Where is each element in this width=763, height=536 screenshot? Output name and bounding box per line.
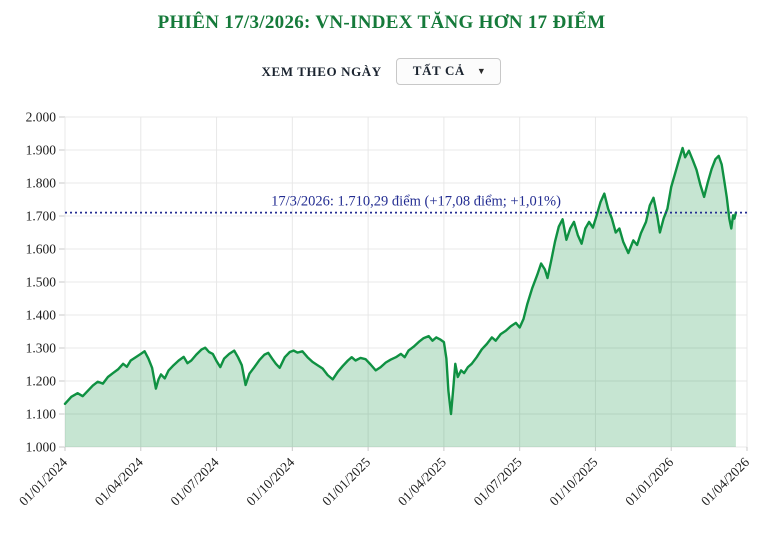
y-axis-label: 2.000 (26, 110, 57, 125)
y-axis-label: 1.200 (26, 374, 57, 389)
series-line (63, 146, 738, 416)
x-axis-label: 01/10/2024 (243, 454, 297, 508)
y-axis-label: 1.500 (26, 275, 57, 290)
y-axis-label: 1.800 (26, 176, 57, 191)
current-value-annotation: 17/3/2026: 1.710,29 điểm (+17,08 điểm; +… (271, 194, 561, 210)
x-axis-label: 01/04/2025 (395, 454, 449, 508)
x-axis-label: 01/04/2026 (698, 454, 752, 508)
x-axis-label: 01/04/2024 (92, 454, 146, 508)
x-axis-label: 01/01/2025 (319, 454, 373, 508)
y-axis-label: 1.300 (26, 341, 57, 356)
y-axis-label: 1.100 (26, 407, 57, 422)
y-axis-label: 1.600 (26, 242, 57, 257)
x-axis-label: 01/10/2025 (546, 454, 600, 508)
x-axis-label: 01/07/2025 (471, 454, 525, 508)
range-dropdown-value: TẤT CẢ (412, 63, 465, 78)
x-axis-label: 01/01/2026 (622, 454, 676, 508)
x-axis-label: 01/01/2024 (16, 454, 70, 508)
y-axis-label: 1.900 (26, 143, 57, 158)
y-axis-label: 1.400 (26, 308, 57, 323)
y-axis-label: 1.700 (26, 209, 57, 224)
view-controls: XEM THEO NGÀY TẤT CẢ ▼ (0, 58, 763, 85)
series-area-fill (65, 148, 736, 447)
page-title: PHIÊN 17/3/2026: VN-INDEX TĂNG HƠN 17 ĐI… (157, 12, 606, 33)
y-axis-label: 1.000 (26, 440, 57, 455)
chevron-down-icon: ▼ (476, 65, 487, 76)
view-by-day-label: XEM THEO NGÀY (261, 63, 382, 79)
range-dropdown[interactable]: TẤT CẢ ▼ (395, 58, 502, 85)
x-axis-label: 01/07/2024 (168, 454, 222, 508)
